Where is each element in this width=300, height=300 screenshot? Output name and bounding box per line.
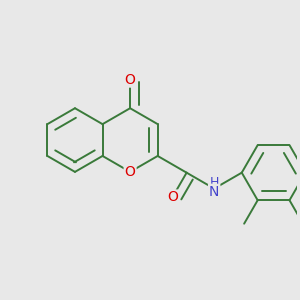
Text: N: N — [209, 185, 219, 199]
Text: O: O — [125, 73, 136, 87]
Text: O: O — [167, 190, 178, 205]
Text: H: H — [209, 176, 219, 189]
Text: O: O — [125, 165, 136, 179]
